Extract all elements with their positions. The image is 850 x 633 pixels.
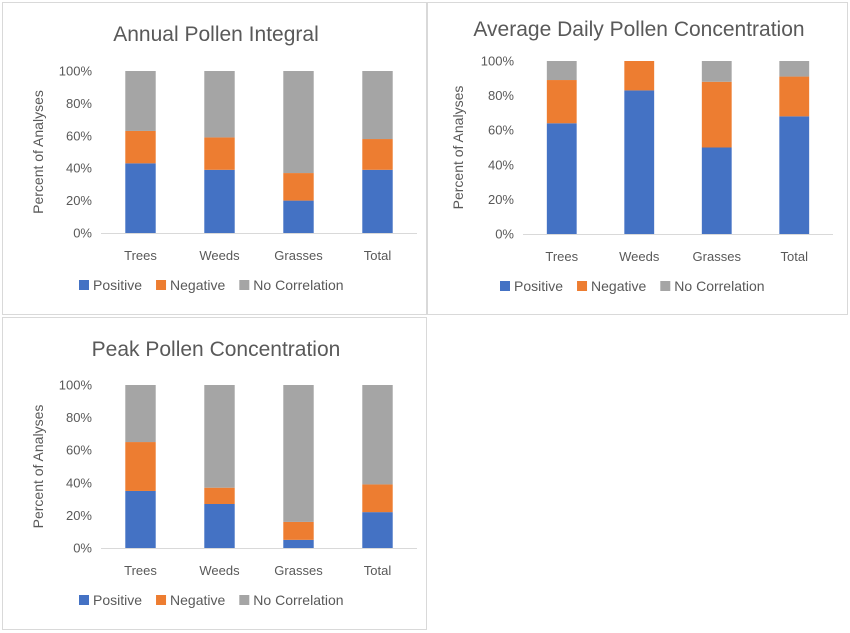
chart-panel-annual-pollen-integral: Annual Pollen Integral Percent of Analyse… <box>2 2 427 315</box>
bar-segment-weeds-positive <box>624 90 655 234</box>
bar-segment-total-no-correlation <box>779 61 810 77</box>
chart-title: Average Daily Pollen Concentration <box>473 18 804 41</box>
y-tick-label: 20% <box>66 508 92 523</box>
bar-segment-total-positive <box>362 512 393 548</box>
x-tick-label: Grasses <box>693 249 742 264</box>
legend-label: No Correlation <box>674 278 764 294</box>
y-tick-label: 0% <box>73 226 92 241</box>
bar-segment-grasses-negative <box>283 173 314 201</box>
bar-segment-weeds-no-correlation <box>204 71 235 138</box>
legend-swatch-positive <box>79 280 89 290</box>
legend-label: No Correlation <box>253 277 343 293</box>
bar-segment-total-no-correlation <box>362 71 393 140</box>
bar-segment-grasses-positive <box>701 147 732 234</box>
bar-segment-grasses-positive <box>283 200 314 233</box>
y-tick-label: 100% <box>481 54 515 69</box>
x-tick-label: Weeds <box>619 249 660 264</box>
legend-swatch-negative <box>156 595 167 605</box>
y-tick-label: 40% <box>66 161 92 176</box>
chart-panel-peak-pollen-concentration: Peak Pollen Concentration Percent of Anal… <box>2 317 427 630</box>
bar-segment-weeds-positive <box>204 169 235 233</box>
legend-label: No Correlation <box>253 592 343 608</box>
bar-segment-total-negative <box>362 139 393 170</box>
bar-segment-weeds-negative <box>204 487 235 504</box>
bar-segment-trees-no-correlation <box>125 385 156 443</box>
bar-segment-weeds-positive <box>204 503 235 548</box>
bar-segment-grasses-positive <box>283 539 314 548</box>
bar-segment-grasses-no-correlation <box>701 61 732 82</box>
stacked-bar-chart: Annual Pollen Integral Percent of Analyse… <box>30 23 417 293</box>
bar-segment-grasses-negative <box>701 81 732 148</box>
x-tick-label: Trees <box>124 248 157 263</box>
bar-segment-grasses-no-correlation <box>283 71 314 174</box>
y-tick-label: 0% <box>495 227 514 242</box>
legend-swatch-no-correlation <box>239 280 250 290</box>
legend-swatch-positive <box>79 595 89 605</box>
x-tick-label: Weeds <box>199 563 240 578</box>
y-tick-label: 100% <box>59 378 93 393</box>
bar-segment-trees-positive <box>546 123 577 234</box>
chart-title: Peak Pollen Concentration <box>92 338 341 361</box>
legend-label: Positive <box>514 278 563 294</box>
bar-segment-grasses-negative <box>283 521 314 540</box>
y-tick-label: 80% <box>66 410 92 425</box>
x-tick-label: Total <box>781 249 809 264</box>
x-tick-label: Grasses <box>274 563 323 578</box>
y-tick-label: 40% <box>488 157 514 172</box>
x-tick-label: Trees <box>545 249 578 264</box>
x-tick-label: Weeds <box>199 248 240 263</box>
legend-label: Negative <box>170 592 225 608</box>
bar-segment-trees-negative <box>125 130 156 164</box>
x-tick-label: Total <box>364 248 392 263</box>
y-tick-label: 20% <box>66 193 92 208</box>
bar-segment-weeds-no-correlation <box>204 385 235 488</box>
bar-segment-trees-no-correlation <box>546 61 577 81</box>
legend-label: Positive <box>93 277 142 293</box>
y-tick-label: 60% <box>488 123 514 138</box>
y-tick-label: 100% <box>59 64 93 79</box>
legend-label: Positive <box>93 592 142 608</box>
x-tick-label: Trees <box>124 563 157 578</box>
bar-segment-total-no-correlation <box>362 385 393 485</box>
bar-segment-trees-negative <box>125 442 156 491</box>
bar-segment-total-positive <box>779 116 810 234</box>
legend-swatch-no-correlation <box>660 281 671 291</box>
y-axis-label: Percent of Analyses <box>450 86 466 210</box>
y-tick-label: 60% <box>66 443 92 458</box>
bar-segment-weeds-negative <box>624 61 655 91</box>
bar-segment-trees-negative <box>546 80 577 124</box>
y-axis-label: Percent of Analyses <box>30 405 46 529</box>
legend-label: Negative <box>591 278 646 294</box>
y-tick-label: 20% <box>488 192 514 207</box>
legend-swatch-negative <box>577 281 588 291</box>
x-tick-label: Total <box>364 563 392 578</box>
y-tick-label: 0% <box>73 541 92 556</box>
y-tick-label: 40% <box>66 475 92 490</box>
stacked-bar-chart: Average Daily Pollen Concentration Percen… <box>450 18 833 294</box>
stacked-bar-chart: Peak Pollen Concentration Percent of Anal… <box>30 338 417 608</box>
chart-panel-average-daily-pollen-concentration: Average Daily Pollen Concentration Percen… <box>427 2 848 315</box>
chart-title: Annual Pollen Integral <box>113 23 318 46</box>
bar-segment-grasses-no-correlation <box>283 385 314 522</box>
bar-segment-total-negative <box>779 76 810 117</box>
legend-swatch-negative <box>156 280 167 290</box>
y-tick-label: 60% <box>66 128 92 143</box>
y-tick-label: 80% <box>66 96 92 111</box>
y-tick-label: 80% <box>488 88 514 103</box>
legend-label: Negative <box>170 277 225 293</box>
x-tick-label: Grasses <box>274 248 323 263</box>
legend-swatch-positive <box>500 281 510 291</box>
bar-segment-total-positive <box>362 169 393 233</box>
legend-swatch-no-correlation <box>239 595 250 605</box>
bar-segment-trees-positive <box>125 490 156 548</box>
y-axis-label: Percent of Analyses <box>30 90 46 214</box>
bar-segment-trees-no-correlation <box>125 71 156 131</box>
bar-segment-total-negative <box>362 484 393 513</box>
bar-segment-trees-positive <box>125 163 156 233</box>
bar-segment-weeds-negative <box>204 137 235 170</box>
